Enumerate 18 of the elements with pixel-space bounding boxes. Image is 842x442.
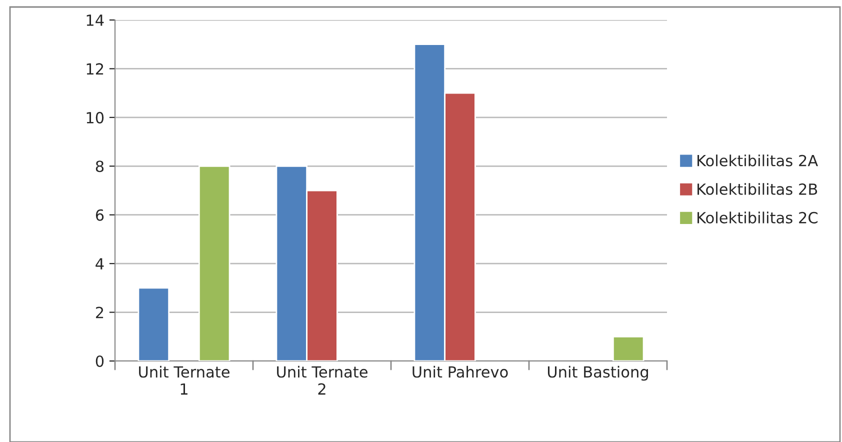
y-tick-label: 2 — [96, 306, 104, 318]
legend-label: Kolektibilitas 2A — [698, 154, 818, 166]
y-tick-label: 6 — [96, 209, 104, 221]
x-tick-label: Unit Ternate 1 — [139, 366, 230, 395]
y-tick-label: 0 — [96, 355, 104, 368]
x-tick-label: Unit Pahrevo — [412, 366, 508, 378]
x-tick-label: Unit Ternate 2 — [277, 366, 368, 395]
y-tick-label: 12 — [86, 63, 104, 75]
bar — [198, 165, 230, 361]
y-tick-label: 4 — [96, 258, 104, 270]
legend-label: Kolektibilitas 2C — [698, 212, 818, 224]
legend-label: Kolektibilitas 2B — [698, 183, 818, 195]
bar — [138, 287, 170, 361]
bar — [612, 336, 644, 361]
y-tick-label: 8 — [96, 160, 104, 172]
x-tick-label: Unit Bastiong — [548, 366, 648, 381]
y-tick-label: 14 — [86, 14, 104, 26]
y-tick-label: 10 — [86, 112, 104, 124]
